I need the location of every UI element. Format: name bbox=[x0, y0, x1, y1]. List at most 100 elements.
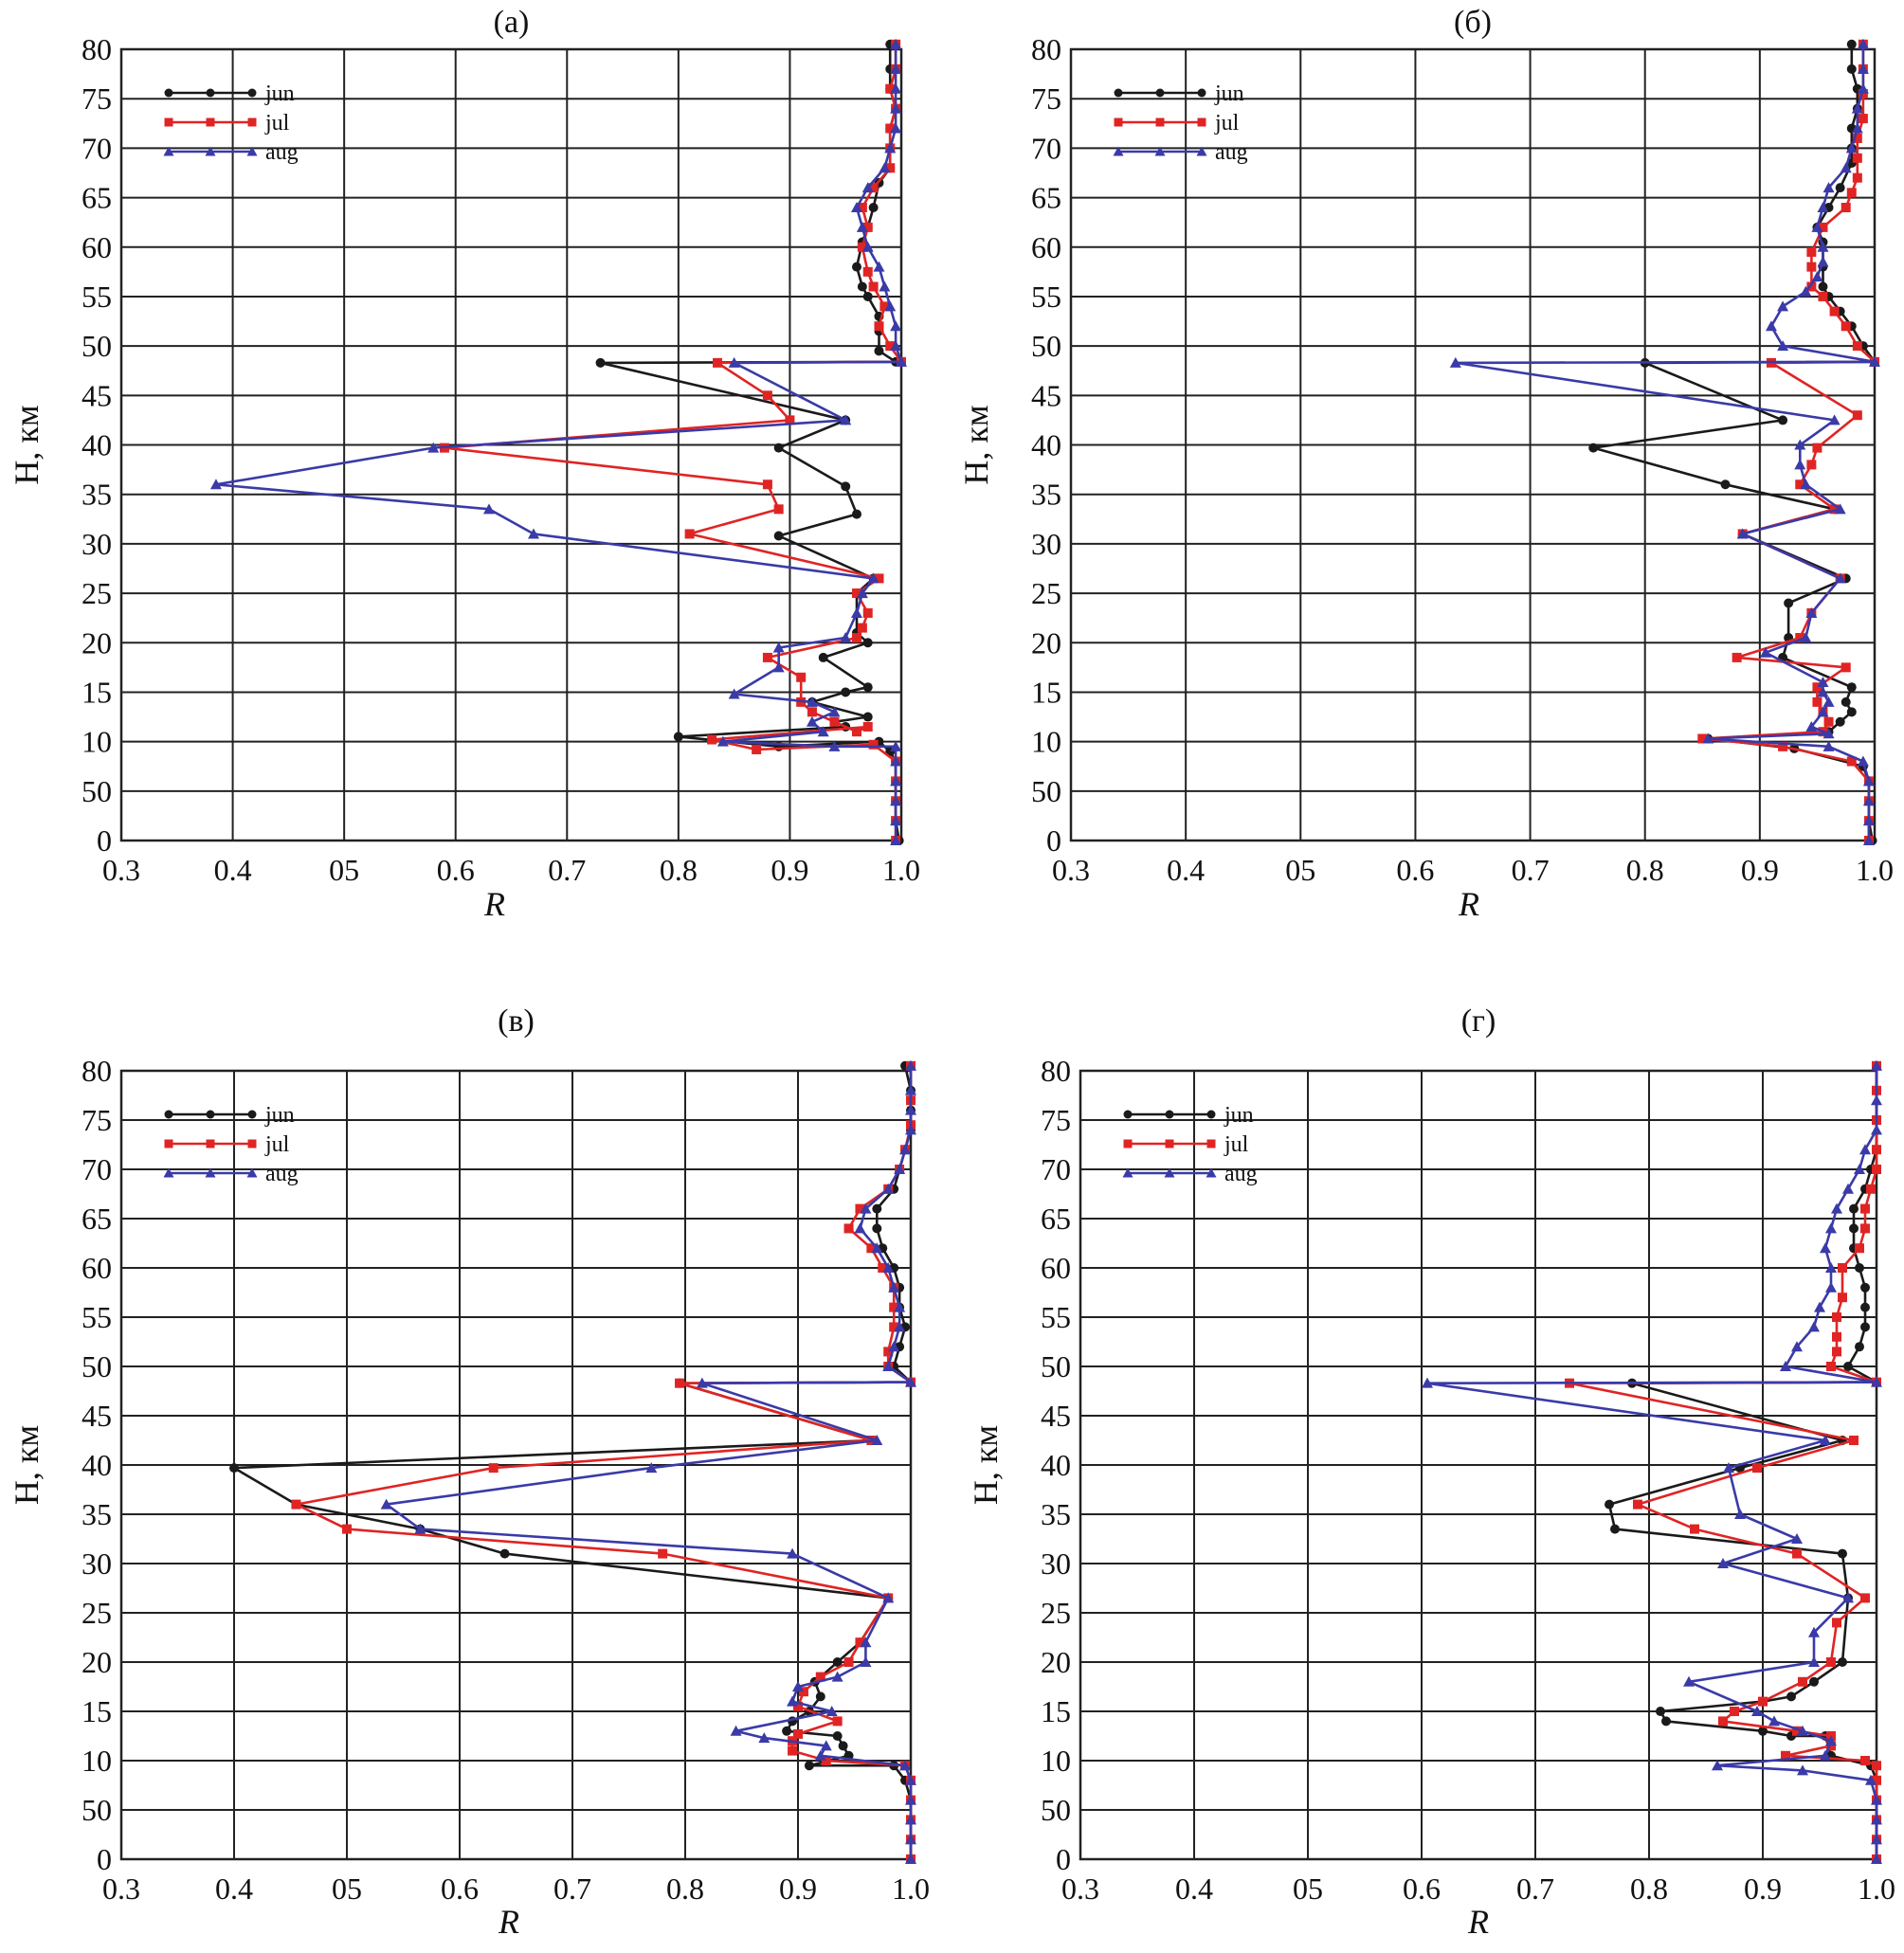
data-point bbox=[1852, 153, 1862, 163]
y-tick-label: 50 bbox=[1041, 1349, 1071, 1383]
data-point bbox=[696, 1377, 708, 1388]
x-tick-label: 0.8 bbox=[1630, 1872, 1668, 1906]
data-point bbox=[1822, 696, 1835, 707]
data-point bbox=[1842, 1592, 1854, 1603]
legend-marker bbox=[164, 1110, 173, 1119]
data-point bbox=[1800, 285, 1812, 297]
data-point bbox=[1835, 183, 1845, 193]
data-point bbox=[868, 281, 879, 292]
data-point bbox=[1732, 652, 1742, 662]
x-tick-label: 0.7 bbox=[548, 853, 586, 887]
data-point bbox=[1778, 415, 1788, 425]
legend-marker bbox=[1206, 1110, 1216, 1119]
data-point bbox=[209, 479, 222, 490]
series-line-jul bbox=[295, 1065, 913, 1859]
data-point bbox=[499, 1548, 510, 1559]
y-tick-label: 80 bbox=[82, 1054, 112, 1088]
legend-label-jul: jul bbox=[1214, 111, 1240, 136]
data-point bbox=[1784, 598, 1794, 608]
data-point bbox=[1871, 1059, 1882, 1071]
data-point bbox=[862, 222, 873, 232]
data-point bbox=[785, 415, 795, 425]
data-point bbox=[1860, 1322, 1870, 1332]
data-point bbox=[1822, 728, 1835, 739]
data-point bbox=[874, 321, 884, 332]
data-point bbox=[814, 1749, 826, 1761]
data-point bbox=[1849, 1436, 1859, 1445]
data-point bbox=[905, 1814, 916, 1825]
legend-marker bbox=[205, 1167, 216, 1178]
y-axis-label: H, км bbox=[8, 1425, 45, 1505]
data-point bbox=[1690, 1524, 1699, 1534]
y-tick-label: 15 bbox=[82, 1694, 112, 1728]
data-point bbox=[894, 1164, 906, 1174]
data-point bbox=[1871, 1814, 1882, 1825]
data-point bbox=[851, 509, 861, 519]
data-point bbox=[857, 623, 867, 633]
legend-marker bbox=[1155, 88, 1165, 98]
data-point bbox=[1795, 633, 1805, 643]
y-tick-label: 80 bbox=[1031, 32, 1061, 66]
data-point bbox=[855, 1203, 865, 1214]
data-point bbox=[1791, 1341, 1803, 1352]
series-jun bbox=[1605, 1060, 1881, 1864]
data-point bbox=[872, 1203, 882, 1214]
data-point bbox=[862, 682, 873, 693]
legend-marker bbox=[1155, 118, 1165, 127]
data-point bbox=[1857, 63, 1869, 74]
data-point bbox=[1811, 271, 1823, 282]
data-point bbox=[857, 281, 867, 292]
data-point bbox=[730, 1725, 742, 1736]
y-tick-label: 45 bbox=[82, 1399, 112, 1433]
data-point bbox=[883, 1347, 894, 1357]
data-point bbox=[1862, 815, 1875, 826]
data-point bbox=[788, 1745, 798, 1756]
data-point bbox=[874, 573, 884, 584]
data-point bbox=[832, 1716, 843, 1727]
data-point bbox=[1805, 720, 1818, 732]
data-point bbox=[291, 1499, 301, 1510]
y-tick-label: 10 bbox=[82, 1744, 112, 1778]
data-point bbox=[1860, 1223, 1870, 1234]
data-point bbox=[1826, 1362, 1836, 1371]
data-point bbox=[851, 727, 861, 737]
y-tick-label: 0 bbox=[97, 1842, 112, 1876]
data-point bbox=[855, 1637, 865, 1648]
data-point bbox=[841, 687, 851, 697]
x-axis-label: R bbox=[483, 885, 505, 923]
y-tick-label: 80 bbox=[82, 32, 112, 66]
x-tick-label: 0.6 bbox=[1403, 1872, 1441, 1906]
x-tick-label: 0.9 bbox=[1744, 1872, 1782, 1906]
data-point bbox=[1851, 122, 1863, 134]
y-tick-label: 10 bbox=[1041, 1744, 1071, 1778]
data-point bbox=[1792, 1548, 1802, 1559]
legend: jun jul aug bbox=[1122, 1103, 1258, 1186]
data-point bbox=[488, 1463, 499, 1474]
data-point bbox=[773, 531, 784, 541]
x-tick-label: 0.4 bbox=[1175, 1872, 1213, 1906]
data-point bbox=[1777, 340, 1789, 352]
legend-marker bbox=[1197, 118, 1206, 127]
y-tick-label: 50 bbox=[82, 1349, 112, 1383]
data-point bbox=[658, 1548, 668, 1559]
data-point bbox=[1855, 1342, 1864, 1352]
x-tick-label: 05 bbox=[332, 1872, 362, 1906]
data-point bbox=[772, 642, 785, 653]
data-point bbox=[838, 1741, 848, 1751]
data-point bbox=[1814, 1301, 1825, 1312]
data-point bbox=[1852, 341, 1862, 352]
data-point bbox=[890, 740, 902, 751]
data-point bbox=[862, 721, 873, 732]
data-point bbox=[905, 1084, 916, 1095]
data-point bbox=[1872, 1145, 1881, 1155]
data-point bbox=[1857, 755, 1869, 767]
data-point bbox=[1422, 1377, 1433, 1388]
legend-marker bbox=[205, 146, 216, 156]
data-point bbox=[773, 443, 784, 453]
plot-frame bbox=[119, 1069, 913, 1861]
y-tick-label: 75 bbox=[82, 81, 112, 116]
data-point bbox=[890, 82, 902, 94]
data-point bbox=[1842, 1183, 1854, 1194]
y-tick-label: 75 bbox=[82, 1103, 112, 1137]
data-point bbox=[1871, 1376, 1882, 1387]
